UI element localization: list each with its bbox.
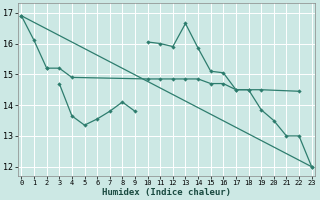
X-axis label: Humidex (Indice chaleur): Humidex (Indice chaleur)	[102, 188, 231, 197]
